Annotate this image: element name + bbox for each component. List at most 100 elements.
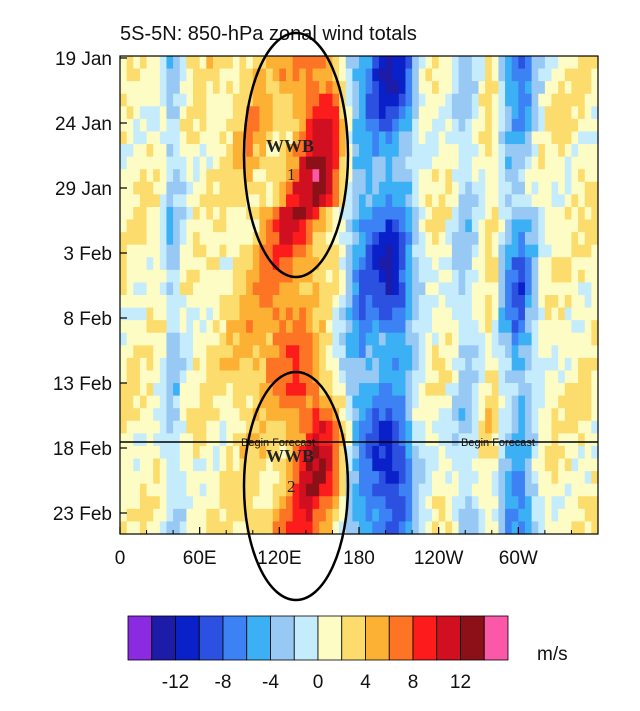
field-cell [239, 194, 247, 208]
field-cell [159, 445, 168, 460]
field-cell [212, 521, 221, 535]
field-cell [193, 295, 201, 309]
field-cell [179, 81, 187, 95]
colorbar-swatch [317, 615, 343, 661]
field-cell [544, 320, 553, 334]
field-cell [571, 206, 579, 221]
field-cell [279, 282, 287, 296]
field-cell [578, 282, 586, 296]
field-cell [312, 232, 320, 246]
field-cell [246, 307, 254, 321]
field-cell [578, 357, 586, 372]
field-cell [524, 282, 533, 296]
field-cell [445, 420, 453, 434]
field-cell [193, 56, 201, 70]
field-cell [133, 357, 141, 372]
field-cell [153, 370, 161, 384]
field-cell [524, 345, 533, 359]
field-cell [279, 56, 287, 70]
field-cell [571, 219, 579, 233]
field-cell [438, 144, 446, 158]
field-cell [212, 345, 221, 359]
field-cell [339, 357, 347, 372]
field-cell [491, 408, 500, 422]
field-cell [458, 521, 466, 535]
field-cell [584, 282, 592, 296]
field-cell [272, 320, 280, 334]
field-cell [133, 420, 141, 434]
field-cell [199, 269, 207, 284]
field-cell [312, 332, 320, 346]
field-cell [359, 68, 367, 82]
field-cell [378, 257, 387, 271]
field-cell [325, 307, 334, 321]
field-cell [438, 295, 446, 309]
field-cell [485, 282, 493, 296]
field-cell [524, 483, 533, 497]
field-cell [319, 131, 327, 145]
field-cell [139, 458, 148, 472]
field-cell [578, 144, 586, 158]
field-cell [551, 433, 559, 447]
field-cell [498, 345, 506, 359]
field-cell [305, 156, 314, 170]
field-cell [272, 169, 280, 183]
field-cell [266, 219, 274, 233]
field-cell [498, 307, 506, 321]
field-cell [166, 320, 174, 334]
field-cell [392, 458, 400, 472]
field-cell [518, 169, 526, 183]
field-cell [126, 257, 134, 271]
field-cell [485, 156, 493, 170]
field-cell [465, 332, 473, 346]
field-cell [412, 370, 420, 384]
field-cell [432, 106, 440, 120]
field-cell [206, 420, 214, 434]
field-cell [392, 395, 400, 409]
field-cell [266, 370, 274, 384]
field-cell [372, 68, 380, 82]
field-cell [591, 320, 599, 334]
field-cell [524, 496, 533, 510]
field-cell [465, 219, 473, 233]
field-cell [133, 232, 141, 246]
field-cell [438, 156, 446, 170]
field-cell [458, 445, 466, 460]
field-cell [438, 118, 446, 133]
field-cell [305, 68, 314, 82]
field-cell [339, 345, 347, 359]
field-cell [418, 307, 426, 321]
field-cell [425, 471, 433, 485]
field-cell [206, 320, 214, 334]
field-cell [398, 106, 407, 120]
field-cell [445, 156, 453, 170]
field-cell [232, 420, 241, 434]
field-cell [392, 244, 400, 258]
field-cell [219, 206, 227, 221]
field-cell [544, 282, 553, 296]
field-cell [345, 144, 353, 158]
field-cell [153, 307, 161, 321]
field-cell [558, 257, 566, 271]
field-cell [133, 181, 141, 195]
field-cell [458, 458, 466, 472]
field-cell [126, 118, 134, 133]
field-cell [372, 244, 380, 258]
field-cell [571, 508, 579, 523]
field-cell [505, 131, 513, 145]
field-cell [252, 383, 261, 397]
field-cell [325, 458, 334, 472]
field-cell [485, 332, 493, 346]
field-cell [511, 169, 519, 183]
field-cell [186, 295, 194, 309]
field-cell [578, 471, 586, 485]
field-cell [591, 332, 599, 346]
field-cell [359, 420, 367, 434]
field-cell [471, 357, 480, 372]
field-cell [212, 219, 221, 233]
field-cell [498, 269, 506, 284]
field-cell [412, 269, 420, 284]
field-cell [578, 307, 586, 321]
field-cell [146, 68, 154, 82]
field-cell [491, 357, 500, 372]
